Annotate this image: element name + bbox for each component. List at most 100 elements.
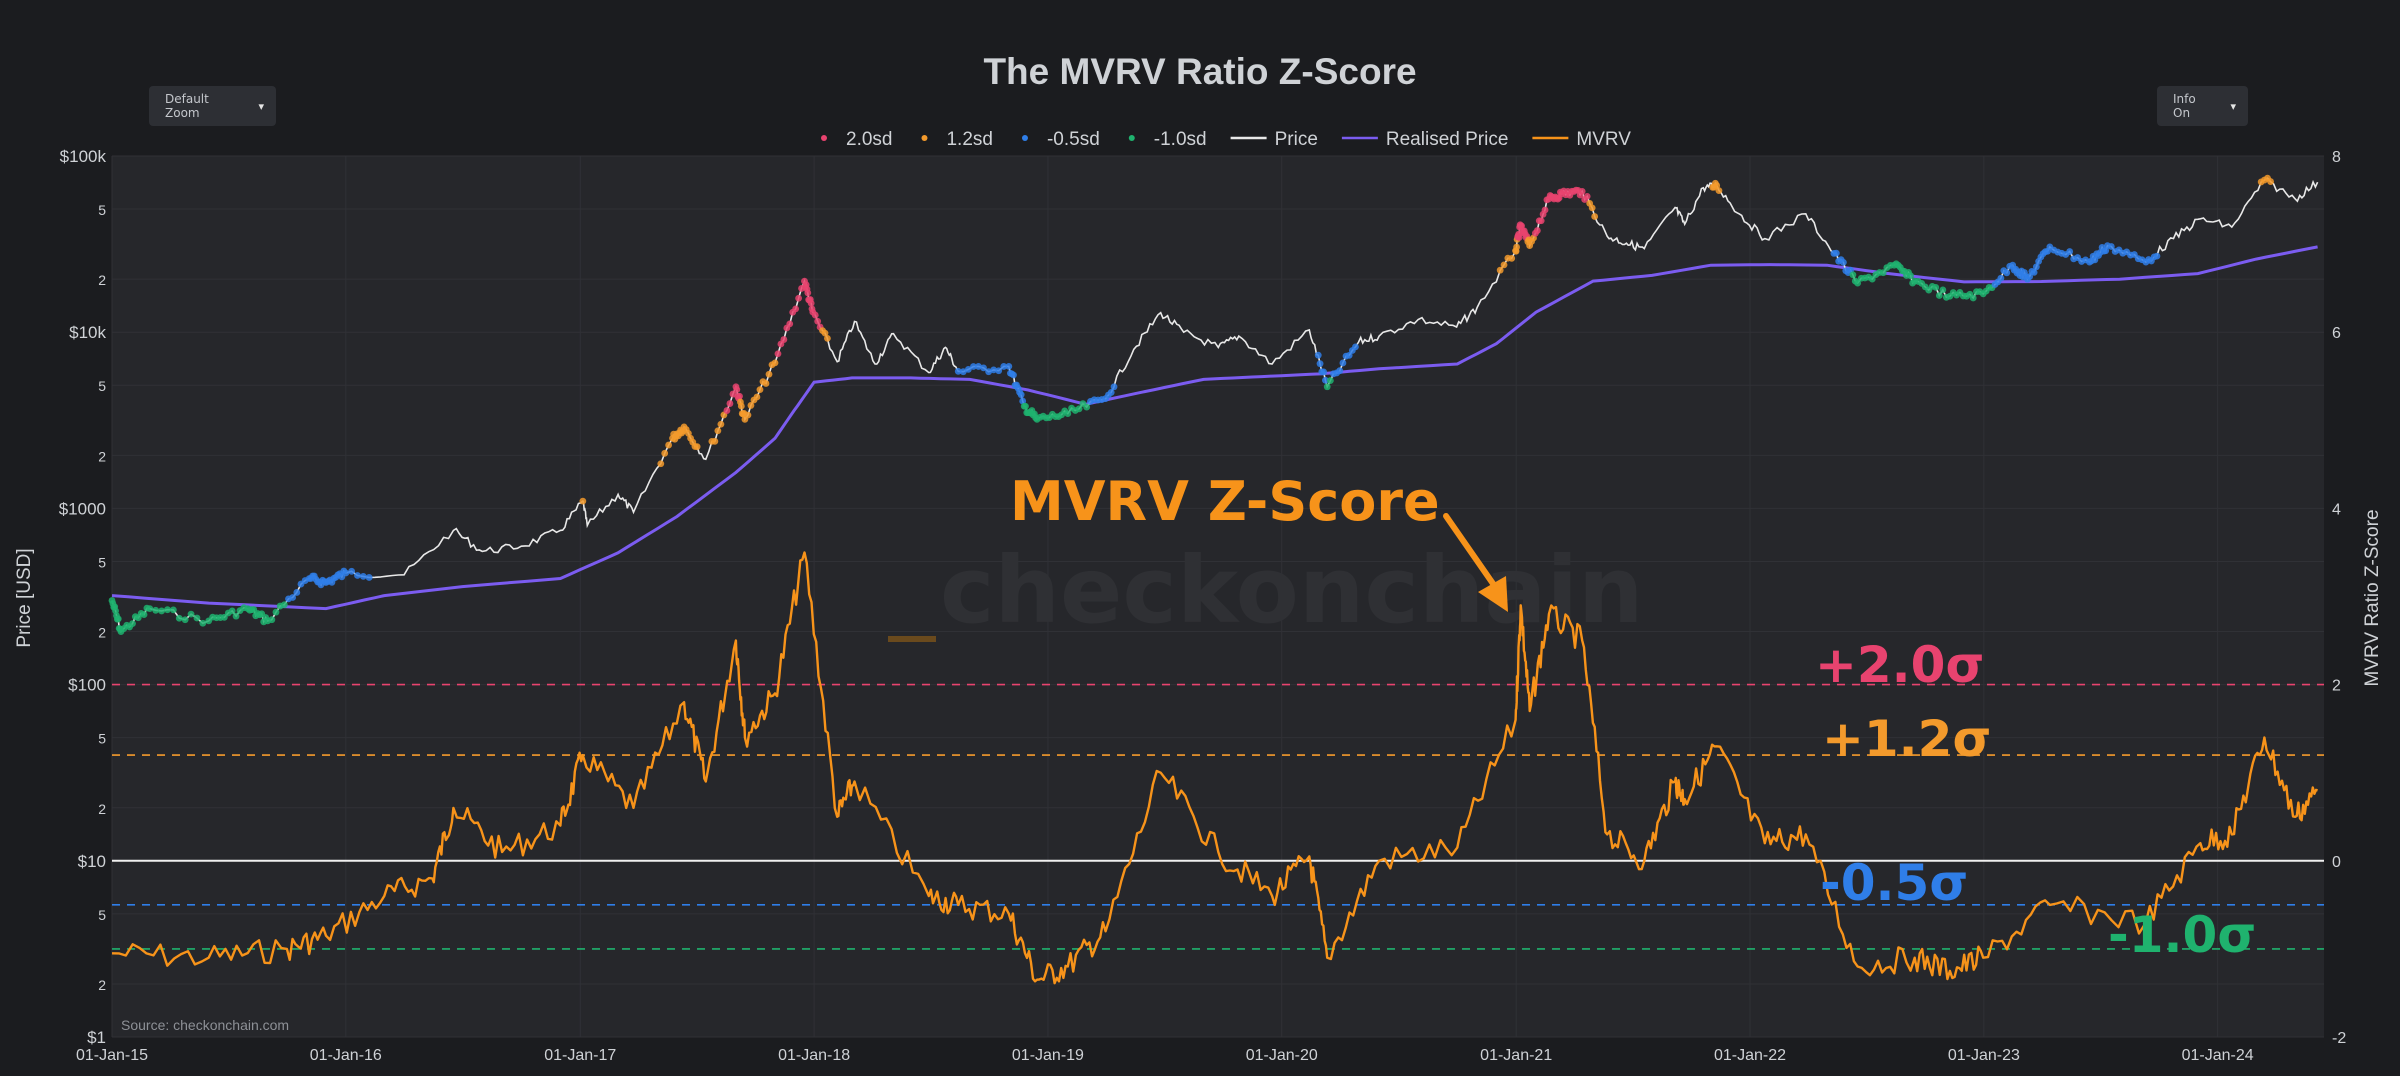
- price-dot: [1336, 367, 1344, 375]
- price-dot: [762, 380, 770, 387]
- default-zoom-dropdown[interactable]: Default Zoom ▾: [149, 86, 276, 126]
- price-dot: [723, 407, 731, 414]
- price-dot: [804, 289, 812, 297]
- price-dot: [821, 329, 829, 337]
- y-left-tick: 2: [98, 448, 106, 464]
- price-dot: [199, 619, 207, 627]
- y-left-tick: 5: [98, 907, 106, 923]
- price-dot: [665, 441, 673, 449]
- band-label: -1.0σ: [2108, 906, 2256, 964]
- price-dot: [795, 294, 802, 302]
- price-dot: [1879, 269, 1887, 277]
- right-axis-ticks: -2 0 2 4 6 8: [2332, 149, 2346, 1047]
- legend-label[interactable]: -0.5sd: [1047, 129, 1100, 150]
- price-dot: [1515, 234, 1523, 241]
- price-dot: [995, 367, 1003, 375]
- mvrv-line: [111, 551, 2318, 985]
- legend: 2.0sd 1.2sd -0.5sd -1.0sd Price Realised Pric…: [821, 129, 1631, 150]
- price-dot: [1320, 368, 1328, 376]
- price-dot: [726, 400, 734, 407]
- price-dot: [1022, 402, 1029, 410]
- price-dot: [1314, 351, 1322, 359]
- price-dot: [1533, 227, 1541, 234]
- price-dot: [228, 607, 236, 615]
- price-dot: [774, 350, 782, 358]
- legend-label[interactable]: MVRV: [1576, 129, 1631, 150]
- price-dot: [1578, 187, 1586, 195]
- price-dot: [657, 460, 665, 468]
- price-dot: [169, 606, 177, 614]
- legend-label[interactable]: Price: [1275, 129, 1318, 150]
- watermark-bar: [888, 636, 936, 642]
- price-dot: [2003, 269, 2011, 277]
- price-dot: [1496, 266, 1504, 274]
- grid: [111, 155, 2324, 1038]
- legend-label[interactable]: -1.0sd: [1154, 129, 1207, 150]
- price-dot: [2066, 248, 2074, 255]
- price-dot: [1010, 371, 1017, 379]
- y-left-tick: 5: [98, 202, 106, 218]
- price-dot: [289, 594, 297, 601]
- x-tick: 01-Jan-20: [1246, 1047, 1318, 1064]
- price-dot: [1849, 271, 1857, 279]
- price-dot: [2153, 252, 2161, 260]
- price-dot: [711, 437, 719, 445]
- price-dot: [980, 364, 987, 372]
- legend-dot: [1128, 135, 1135, 141]
- y-left-tick: 2: [98, 625, 106, 641]
- price-dot: [1840, 258, 1847, 266]
- price-dot: [1541, 206, 1549, 214]
- price-dot: [181, 616, 189, 624]
- chevron-down-icon: ▾: [2230, 99, 2236, 113]
- price-dot: [1322, 376, 1329, 384]
- price-dot: [1715, 187, 1723, 195]
- x-tick: 01-Jan-24: [2182, 1047, 2254, 1064]
- price-dot: [2026, 273, 2034, 280]
- price-dot: [1868, 275, 1876, 283]
- price-dot: [1854, 279, 1862, 287]
- price-dot: [354, 572, 361, 579]
- price-dot: [1932, 283, 1940, 291]
- price-dot: [753, 393, 761, 401]
- x-tick: 01-Jan-18: [778, 1047, 850, 1064]
- price-dot: [187, 610, 195, 618]
- y-left-tick: $1000: [59, 499, 106, 518]
- y-right-tick: 2: [2332, 678, 2341, 695]
- price-dot: [737, 402, 745, 410]
- y-right-tick: 4: [2332, 501, 2341, 518]
- price-dot: [792, 305, 800, 313]
- x-axis-ticks: 01-Jan-15 01-Jan-16 01-Jan-17 01-Jan-18 01-J…: [76, 1047, 2254, 1064]
- band-label: +2.0σ: [1815, 636, 1984, 694]
- price-dot: [1832, 249, 1840, 257]
- legend-label[interactable]: Realised Price: [1386, 129, 1509, 150]
- price-dot: [1107, 389, 1115, 396]
- y-left-tick: $1: [87, 1028, 106, 1047]
- price-dot: [152, 606, 160, 614]
- price-dot: [272, 608, 280, 616]
- watermark: checkonchain: [940, 537, 1644, 644]
- price-dot: [1997, 274, 2005, 282]
- price-dot: [714, 427, 722, 435]
- band-label: -0.5σ: [1820, 854, 1968, 912]
- price-dot: [1083, 403, 1091, 411]
- price-dot: [359, 572, 367, 580]
- price-dot: [232, 612, 240, 620]
- info-toggle-dropdown[interactable]: Info On ▾: [2157, 86, 2248, 126]
- price-dot: [158, 607, 165, 615]
- annotation-label: MVRV Z-Score: [1010, 470, 1440, 533]
- price-dot: [293, 589, 301, 596]
- price-dot: [661, 449, 669, 457]
- plot-area: [112, 156, 2324, 1037]
- price-dot: [1000, 363, 1008, 370]
- legend-dot: [1021, 135, 1028, 141]
- price-dot: [717, 420, 725, 428]
- legend-label[interactable]: 1.2sd: [946, 129, 992, 150]
- price-dot: [1019, 397, 1027, 405]
- x-tick: 01-Jan-22: [1714, 1047, 1786, 1064]
- legend-label[interactable]: 2.0sd: [846, 129, 892, 150]
- price-dot: [990, 366, 998, 374]
- x-tick: 01-Jan-21: [1480, 1047, 1552, 1064]
- price-dot: [342, 569, 350, 577]
- price-dot: [1513, 243, 1520, 251]
